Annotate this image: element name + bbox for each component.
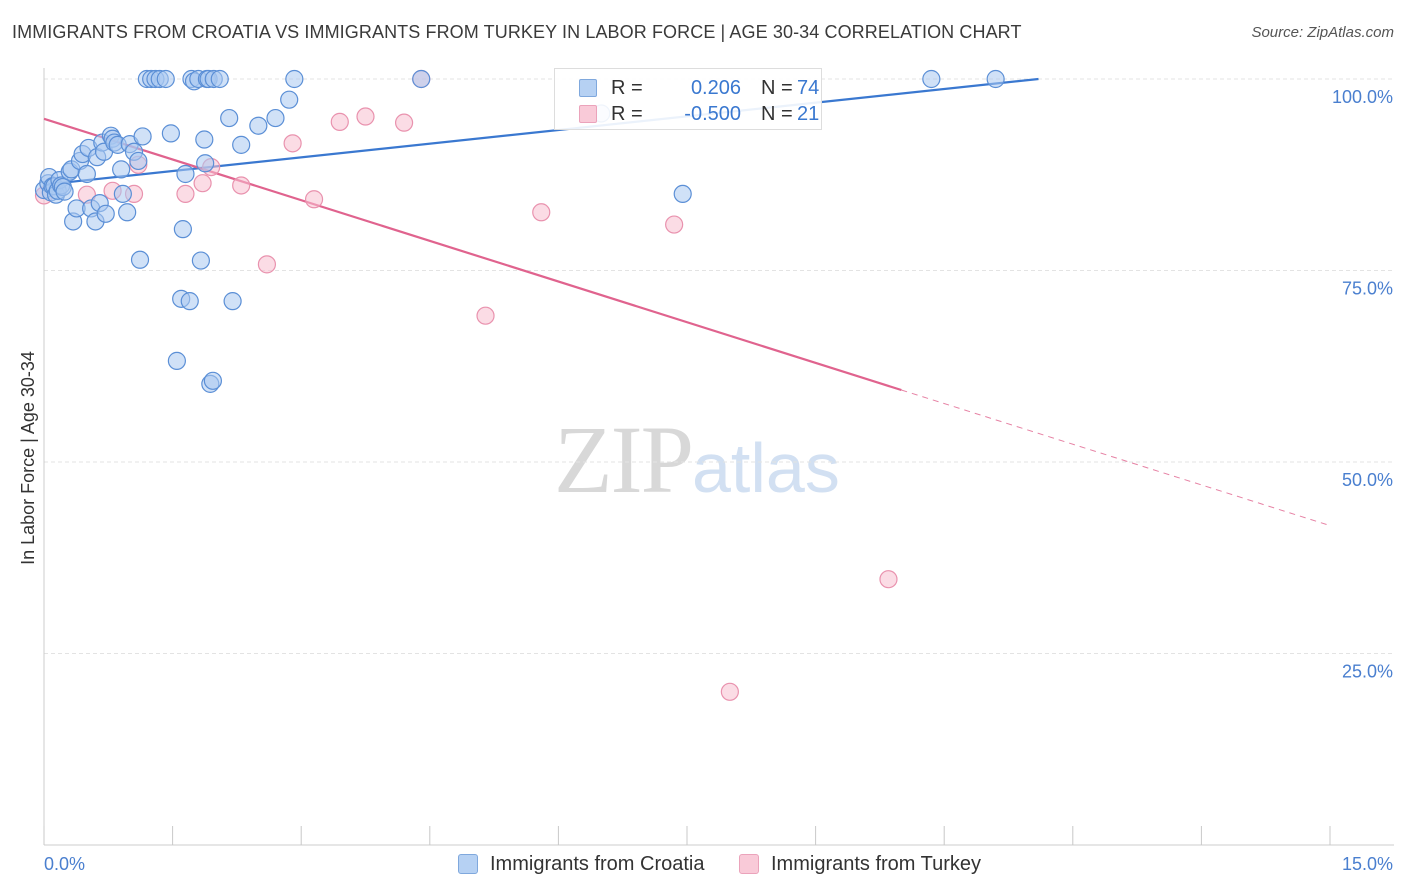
turkey-point: [193, 174, 212, 193]
croatia-point: [223, 292, 242, 311]
stats-legend: R = 0.206 N = 74 R = -0.500 N = 21: [554, 68, 822, 130]
y-tick-label: 25.0%: [1342, 662, 1393, 682]
turkey-legend-label: Immigrants from Turkey: [771, 853, 982, 875]
croatia-point: [96, 204, 115, 223]
croatia-point: [412, 69, 431, 89]
croatia-point: [77, 164, 96, 184]
turkey-point: [879, 570, 898, 589]
turkey-point: [330, 112, 349, 131]
croatia-point: [196, 154, 215, 173]
croatia-point: [55, 182, 74, 201]
y-tick-label: 100.0%: [1332, 87, 1393, 107]
croatia-point: [129, 151, 148, 171]
turkey-point: [257, 255, 277, 274]
legend-n-label: N =: [761, 103, 793, 125]
turkey-point: [283, 134, 302, 153]
legend-n-value: 21: [797, 103, 820, 125]
label-layer: 25.0% 50.0% 75.0% 100.0% 0.0% 15.0% In Labor F…: [18, 87, 1393, 874]
croatia-point: [266, 108, 285, 128]
y-tick-label: 75.0%: [1342, 279, 1393, 299]
croatia-point: [133, 127, 152, 146]
croatia-point: [161, 124, 180, 143]
turkey-point: [232, 176, 251, 195]
croatia-point: [203, 371, 222, 390]
turkey-point: [476, 306, 495, 325]
croatia-legend-label: Immigrants from Croatia: [490, 853, 705, 875]
croatia-swatch: [579, 79, 597, 97]
croatia-point: [285, 69, 304, 89]
turkey-points: [34, 69, 898, 701]
croatia-point: [167, 351, 186, 370]
turkey-point: [532, 203, 551, 222]
turkey-trendline: [43, 117, 902, 392]
y-axis-title: In Labor Force | Age 30-34: [18, 351, 38, 565]
grid-layer: [44, 78, 1394, 654]
croatia-point: [922, 69, 941, 89]
croatia-points: [34, 69, 1005, 393]
croatia-point: [210, 69, 229, 89]
legend-r-value: -0.500: [684, 103, 741, 125]
turkey-legend-swatch: [739, 854, 759, 874]
x-tick-label: 15.0%: [1342, 854, 1393, 874]
croatia-trendline: [43, 77, 1039, 186]
croatia-point: [156, 69, 175, 89]
turkey-trendline-extension: [901, 389, 1331, 527]
turkey-swatch: [579, 105, 597, 123]
legend-r-label: R =: [611, 77, 643, 99]
croatia-point: [180, 292, 199, 311]
croatia-point: [130, 250, 150, 269]
croatia-point: [673, 184, 692, 203]
chart-title: IMMIGRANTS FROM CROATIA VS IMMIGRANTS FR…: [12, 22, 1022, 42]
legend-r-value: 0.206: [690, 77, 741, 99]
croatia-point: [112, 160, 131, 179]
legend-r-label: R =: [611, 103, 643, 125]
croatia-point: [173, 220, 192, 239]
legend-n-label: N =: [761, 77, 793, 99]
croatia-point: [232, 135, 251, 154]
croatia-point: [249, 116, 268, 135]
x-tick-label: 0.0%: [44, 854, 85, 874]
y-tick-label: 50.0%: [1342, 470, 1393, 490]
croatia-point: [195, 130, 214, 149]
legend-n-value: 74: [797, 77, 820, 99]
turkey-point: [356, 107, 375, 126]
turkey-point: [720, 682, 739, 701]
croatia-point: [986, 69, 1005, 89]
turkey-point: [394, 113, 414, 132]
croatia-point: [220, 108, 239, 128]
croatia-point: [118, 203, 137, 222]
croatia-legend-swatch: [458, 854, 478, 874]
croatia-point: [280, 90, 299, 109]
croatia-point: [191, 251, 210, 270]
source-label: Source: ZipAtlas.com: [1251, 24, 1394, 41]
turkey-point: [665, 215, 684, 234]
turkey-point: [304, 190, 324, 209]
croatia-point: [176, 164, 195, 184]
croatia-point: [113, 184, 132, 203]
turkey-point: [176, 184, 195, 203]
